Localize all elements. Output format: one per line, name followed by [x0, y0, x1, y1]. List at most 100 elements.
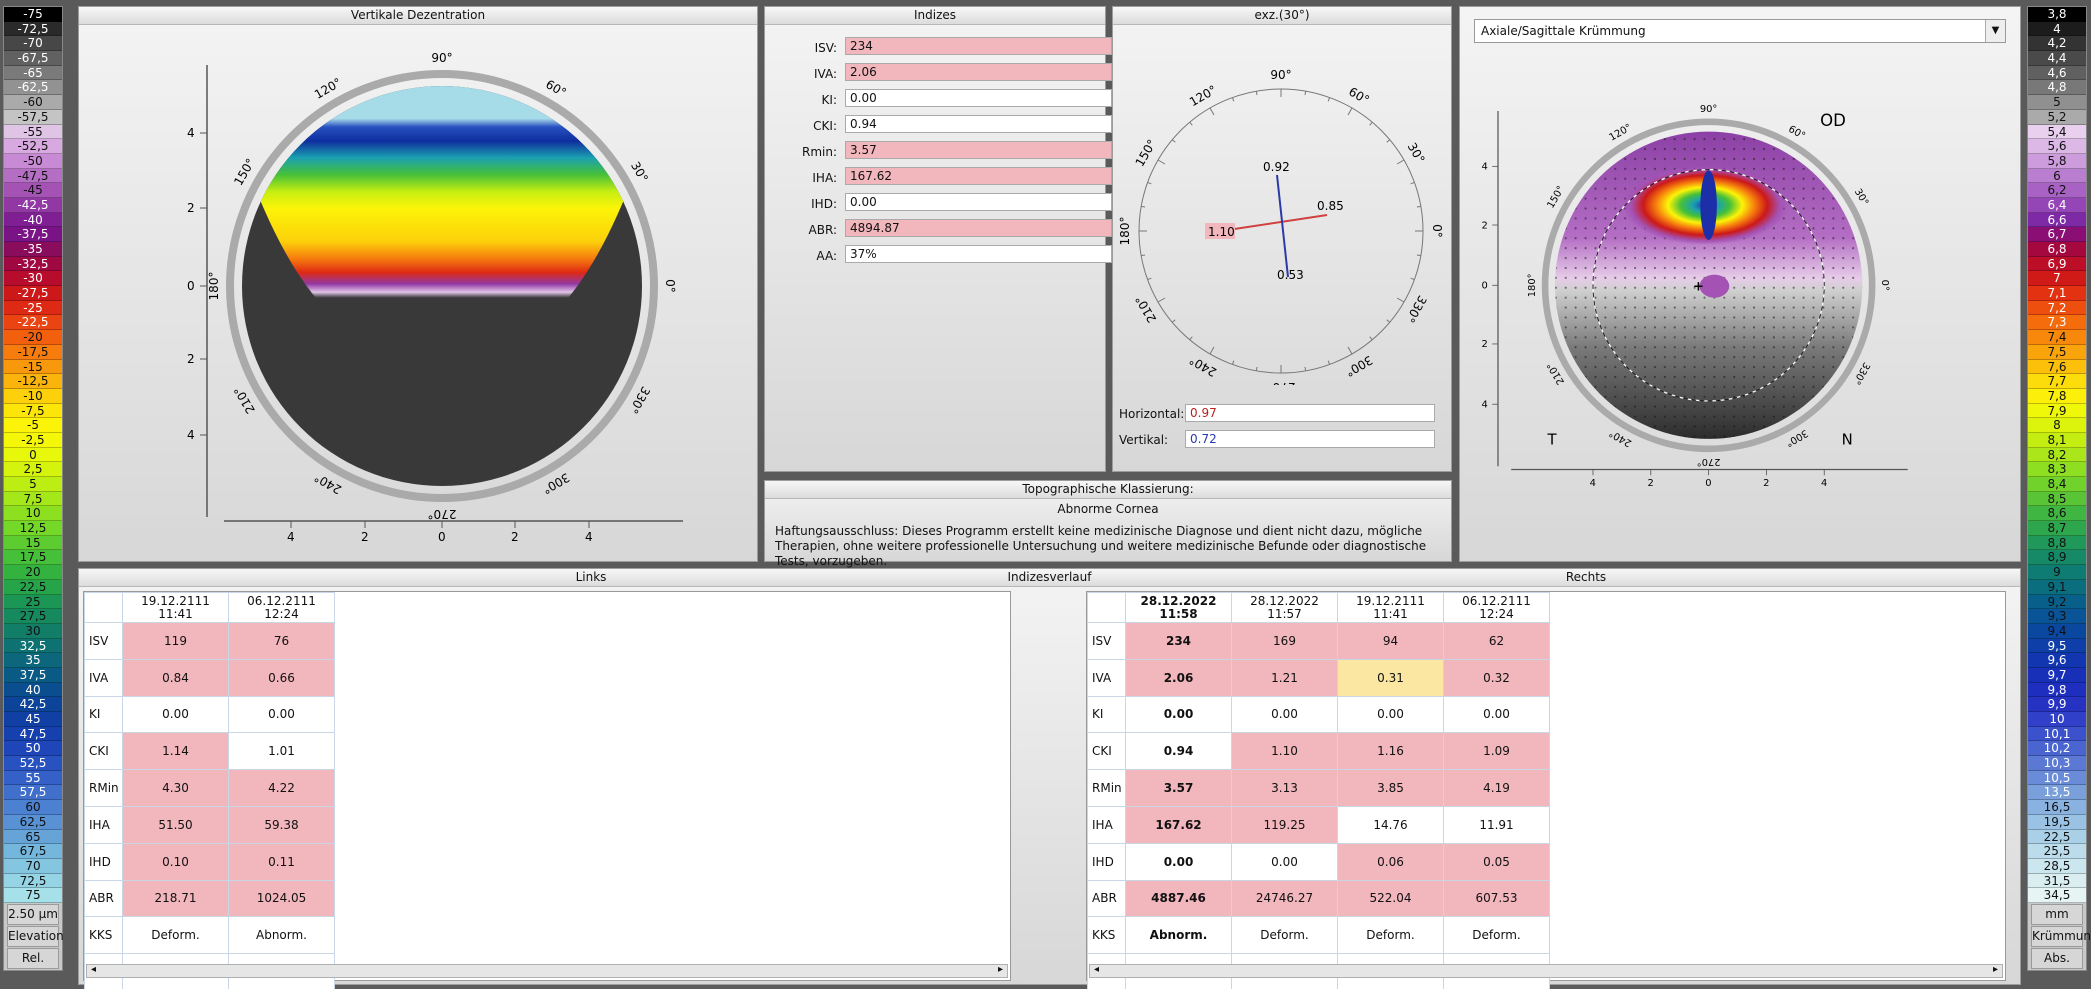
scale-step: 4,6 [2028, 65, 2086, 81]
row-label: ISV [1087, 622, 1126, 660]
table-cell: 3.13 [1231, 769, 1338, 807]
angle-label: 90° [1700, 104, 1718, 115]
index-label: IVA: [813, 67, 837, 81]
scale-step: 7,6 [2028, 359, 2086, 375]
date-column-header[interactable]: 28.12.2022 11:58 [1125, 592, 1232, 623]
table-cell: 0.06 [1337, 842, 1444, 881]
date-column-header[interactable]: 28.12.2022 11:57 [1231, 592, 1338, 623]
scale-step: 34,5 [2028, 888, 2086, 903]
row-label: IHD [1087, 842, 1126, 881]
map-type-button[interactable]: Elevation [7, 925, 64, 947]
table-cell: Abnorm. [228, 916, 335, 955]
scale-step: 57,5 [4, 785, 62, 801]
scale-step: 62,5 [4, 814, 62, 830]
table-cell: 0.00 [1443, 695, 1550, 734]
index-label: KI: [821, 93, 837, 107]
table-row: ABR 218.71 1024.05 [84, 879, 335, 918]
angle-tick [1209, 346, 1215, 355]
unit-button[interactable]: mm [2031, 903, 2083, 925]
scale-step: -25 [4, 300, 62, 316]
indices-panel: Indizes ISV: 234 IVA: 2.06 KI: 0.00 CKI: 0.94 Rm… [764, 6, 1112, 472]
right-horizontal-scrollbar[interactable]: ◂ ▸ [1089, 964, 2003, 978]
scale-step: -45 [4, 183, 62, 198]
curvature-color-scale: 3,8 4 4,2 4,4 4,6 4,8 5 5,2 5,4 5,6 5,8 6 6,2 6,4 6,6 6… [2027, 6, 2091, 971]
index-row-ki: KI: 0.00 [775, 89, 1112, 111]
date-column-header[interactable]: 19.12.2111 11:41 [122, 592, 229, 623]
angle-label: 180° [1527, 273, 1538, 297]
scale-step: 40 [4, 682, 62, 698]
index-value: 37% [845, 245, 1112, 263]
angle-tick [1141, 254, 1146, 257]
map-type-button[interactable]: Krümmung [2031, 925, 2091, 947]
time: 11:57 [1267, 606, 1302, 621]
date-column-header[interactable]: 06.12.2111 12:24 [228, 592, 335, 623]
table-row: IHA 51.50 59.38 [84, 805, 335, 844]
vertical-decentration-map[interactable]: 4 2 0 2 4 4 2 0 2 4 90°60°30°0°330°300°2… [79, 25, 757, 561]
scale-step: 10,5 [2028, 770, 2086, 786]
table-cell: 0.31 [1337, 658, 1444, 697]
scale-step: 6,2 [2028, 183, 2086, 198]
table-cell: 3.85 [1337, 769, 1444, 807]
scale-step: 7,8 [2028, 388, 2086, 404]
scale-step: 35 [4, 653, 62, 668]
left-horizontal-scrollbar[interactable]: ◂ ▸ [86, 964, 1008, 978]
scale-step: -15 [4, 359, 62, 375]
angle-label: 60° [1346, 85, 1371, 108]
scale-step: -55 [4, 124, 62, 140]
angle-tick [1147, 277, 1152, 281]
scale-step: 7,7 [2028, 374, 2086, 389]
scale-step: -35 [4, 242, 62, 257]
scale-step: 7,1 [2028, 286, 2086, 301]
table-cell: 0.00 [1125, 842, 1232, 881]
scale-step: -22,5 [4, 315, 62, 331]
scale-mode-button[interactable]: Abs. [2031, 947, 2083, 969]
row-label: ABR [84, 879, 123, 918]
scale-step: 7,5 [4, 491, 62, 507]
eccentricity-panel: exz.(30°) 1.10 0.92 0.85 0.53 90° 60° 30° 0… [1112, 6, 1452, 472]
scale-step: -60 [4, 95, 62, 110]
elevation-color-scale: -75 -72,5 -70 -67,5 -65 -62,5 -60 -57,5 -55 -52,5… [3, 6, 64, 971]
scale-step: 22,5 [2028, 829, 2086, 845]
date-column-header[interactable]: 06.12.2111 12:24 [1443, 592, 1550, 623]
scale-step: 9,7 [2028, 667, 2086, 683]
scale-step: 25 [4, 594, 62, 610]
scale-step: 6,9 [2028, 256, 2086, 272]
scale-step: -17,5 [4, 344, 62, 360]
x-tick: 2 [1763, 478, 1769, 489]
angle-tick [1386, 319, 1391, 323]
table-row: KI 0.00 0.00 [84, 695, 335, 734]
angle-tick [1171, 139, 1176, 143]
x-tick: 2 [511, 530, 519, 544]
y-tick: 4 [187, 428, 195, 442]
right-title: Rechts [1565, 570, 1607, 584]
axial-curvature-map[interactable]: 4 2 0 2 4 4 2 0 2 4 + 90°60°30°0°330°300… [1460, 51, 2020, 551]
index-value: 3.57 [845, 141, 1112, 159]
row-label: IVA [1087, 658, 1126, 697]
angle-tick [1347, 346, 1353, 355]
left-title: Links [575, 570, 607, 584]
index-label: IHD: [811, 197, 837, 211]
scale-step: 67,5 [4, 844, 62, 859]
map-type-dropdown[interactable]: Axiale/Sagittale Krümmung ▼ [1474, 19, 2006, 43]
scale-step: -27,5 [4, 286, 62, 301]
scale-step: 50 [4, 741, 62, 757]
angle-label: 270° [1697, 456, 1721, 467]
scale-step: 9,2 [2028, 594, 2086, 610]
angle-tick [1171, 319, 1176, 323]
row-label: IHD [84, 842, 123, 881]
scale-step: 3,8 [2028, 7, 2086, 22]
unit-button[interactable]: 2.50 µm [7, 903, 59, 925]
index-row-iha: IHA: 167.62 [775, 167, 1112, 189]
date-column-header[interactable]: 19.12.2111 11:41 [1337, 592, 1444, 623]
x-tick: 0 [1705, 478, 1711, 489]
scale-mode-button[interactable]: Rel. [7, 947, 59, 969]
table-cell: 1.10 [1231, 732, 1338, 771]
angle-tick [1231, 97, 1235, 102]
table-cell: 76 [228, 622, 335, 660]
scale-step: 4,8 [2028, 80, 2086, 96]
row-label: KI [1087, 695, 1126, 734]
table-cell: 0.00 [1125, 695, 1232, 734]
scale-step: 17,5 [4, 550, 62, 566]
table-cell: 0.00 [1337, 695, 1444, 734]
scale-step: -37,5 [4, 227, 62, 242]
